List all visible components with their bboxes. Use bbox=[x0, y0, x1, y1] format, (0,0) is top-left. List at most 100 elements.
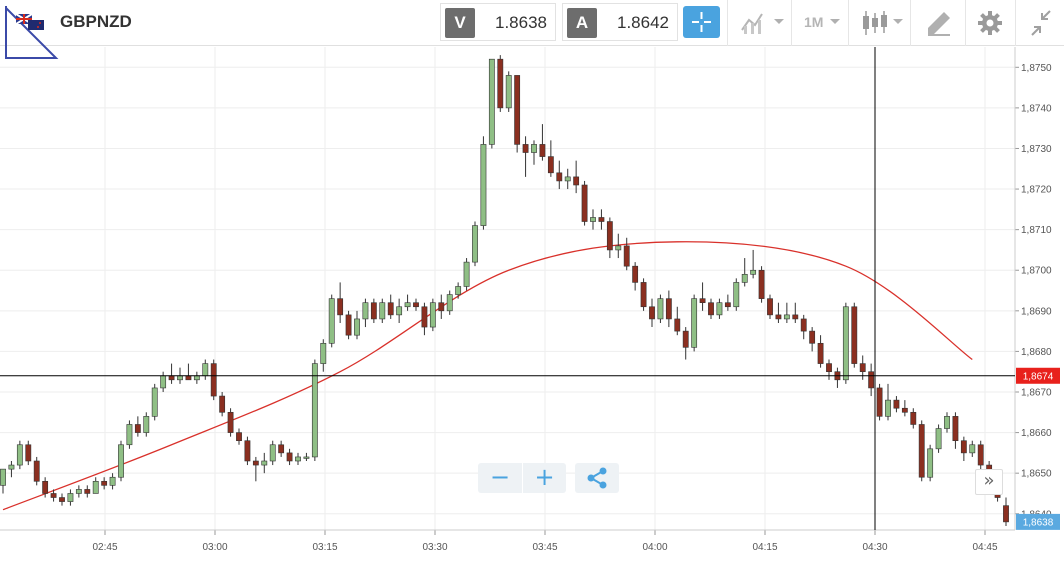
candle-body-down bbox=[868, 371, 875, 389]
candle-body-up bbox=[716, 302, 723, 316]
zoom-in-button[interactable]: + bbox=[522, 463, 566, 493]
candle-body-up bbox=[657, 298, 664, 320]
candle bbox=[244, 436, 251, 466]
timeframe-selector[interactable]: 1M bbox=[804, 14, 824, 30]
candle-body-down bbox=[438, 302, 445, 312]
candle-body-down bbox=[800, 318, 807, 332]
toolbar-divider bbox=[727, 0, 728, 46]
candle-body-up bbox=[126, 424, 133, 446]
candle-body-up bbox=[783, 314, 790, 320]
candle-body-up bbox=[303, 456, 310, 459]
candle bbox=[539, 124, 546, 161]
candle-body-down bbox=[84, 489, 91, 494]
indicators-icon[interactable] bbox=[740, 8, 772, 38]
scroll-to-latest-button[interactable]: » bbox=[975, 469, 1003, 495]
candle-body-down bbox=[134, 424, 141, 433]
bid-price-box[interactable]: V 1.8638 bbox=[440, 3, 556, 41]
candle-body-up bbox=[160, 375, 167, 389]
candle bbox=[615, 233, 622, 259]
candlestick-type-icon[interactable] bbox=[860, 8, 890, 38]
candle-body-down bbox=[252, 460, 259, 466]
chevron-down-icon bbox=[830, 19, 840, 24]
ask-value: 1.8642 bbox=[617, 13, 669, 32]
y-tick-label: 1,8720 bbox=[1021, 185, 1052, 196]
toolbar-divider bbox=[1015, 0, 1016, 46]
crosshair-button[interactable] bbox=[683, 6, 720, 38]
candle bbox=[126, 420, 133, 449]
x-tick-label: 04:30 bbox=[862, 542, 887, 553]
candle bbox=[109, 473, 116, 490]
candle-body-up bbox=[488, 58, 495, 145]
candle-body-up bbox=[531, 144, 537, 153]
drawing-tools-icon[interactable] bbox=[924, 8, 954, 38]
candle-body-up bbox=[269, 444, 276, 462]
candle bbox=[33, 456, 40, 486]
candle-body-down bbox=[345, 314, 352, 336]
candle-body-down bbox=[606, 221, 613, 251]
candle-body-down bbox=[547, 156, 554, 174]
settings-gear-icon[interactable] bbox=[975, 8, 1005, 38]
price-chart[interactable]: 02:45 03:00 03:15 03:30 03:45 04:00 04:15 04:30… bbox=[0, 46, 1064, 562]
candle-body-down bbox=[101, 480, 108, 486]
candle-body-down bbox=[370, 302, 377, 320]
candle bbox=[16, 440, 23, 470]
candle bbox=[202, 359, 209, 380]
candle bbox=[84, 485, 91, 498]
candle-body-down bbox=[337, 298, 344, 316]
candle-body-down bbox=[168, 375, 175, 381]
candle bbox=[455, 282, 462, 299]
candle-body-up bbox=[505, 75, 512, 109]
ask-label: A bbox=[567, 8, 597, 38]
candle bbox=[185, 363, 192, 381]
toolbar-divider bbox=[965, 0, 966, 46]
candle bbox=[960, 436, 967, 461]
candle bbox=[1003, 497, 1009, 526]
candle-body-up bbox=[969, 444, 976, 454]
candle bbox=[842, 302, 849, 384]
candle-body-up bbox=[75, 489, 82, 494]
bid-value: 1.8638 bbox=[495, 13, 547, 32]
candle bbox=[556, 160, 563, 190]
candle bbox=[480, 136, 487, 230]
candle bbox=[354, 310, 360, 340]
candle bbox=[935, 424, 942, 453]
candle bbox=[699, 282, 706, 311]
share-button[interactable] bbox=[575, 463, 619, 493]
x-axis: 02:45 03:00 03:15 03:30 03:45 04:00 04:15 04:30… bbox=[0, 529, 1015, 553]
current-price-tag bbox=[1016, 513, 1060, 530]
candle-body-up bbox=[396, 306, 403, 316]
candle bbox=[0, 468, 6, 494]
ask-price-box[interactable]: A 1.8642 bbox=[562, 3, 678, 41]
candle bbox=[733, 278, 740, 311]
candle-body-down bbox=[522, 144, 529, 153]
candle bbox=[910, 408, 917, 429]
candle bbox=[665, 290, 672, 328]
candle bbox=[708, 298, 714, 319]
candle-body-up bbox=[944, 416, 950, 429]
candle-body-down bbox=[682, 330, 689, 348]
candle-body-down bbox=[767, 298, 773, 316]
candle-body-down bbox=[581, 184, 588, 222]
candle-body-down bbox=[286, 452, 293, 462]
collapse-corner-icon[interactable] bbox=[0, 0, 60, 60]
candle bbox=[944, 412, 950, 433]
y-tick-label: 1,8690 bbox=[1021, 306, 1052, 317]
candle bbox=[219, 392, 226, 417]
candle-body-up bbox=[295, 456, 301, 462]
candle-body-up bbox=[472, 225, 478, 263]
candle bbox=[522, 136, 529, 177]
candle-body-down bbox=[640, 282, 647, 308]
candle bbox=[463, 258, 470, 291]
candle-body-down bbox=[33, 460, 40, 482]
candle-body-up bbox=[109, 476, 116, 486]
toolbar-divider bbox=[848, 0, 849, 46]
candle-body-up bbox=[143, 416, 150, 433]
candle bbox=[674, 306, 681, 336]
candle-body-down bbox=[901, 407, 908, 413]
candle-body-down bbox=[724, 302, 731, 308]
candle bbox=[590, 209, 596, 230]
zoom-out-button[interactable]: − bbox=[489, 463, 511, 491]
symbol-title: GBPNZD bbox=[60, 12, 132, 31]
collapse-arrows-icon[interactable] bbox=[1028, 8, 1054, 38]
